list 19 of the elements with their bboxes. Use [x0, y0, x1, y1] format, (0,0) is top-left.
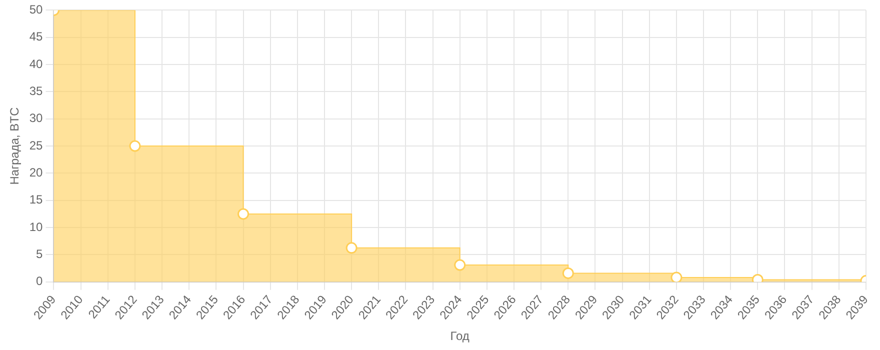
y-tick-label: 25	[29, 138, 44, 152]
point	[454, 259, 466, 271]
y-tick-label: 35	[29, 84, 44, 98]
point	[346, 242, 358, 254]
y-axis-title: Награда, BTC	[8, 107, 22, 185]
y-tick-label: 20	[29, 166, 44, 180]
point	[562, 267, 574, 279]
y-tick-label: 50	[29, 2, 44, 17]
y-tick-label: 45	[29, 30, 44, 44]
y-tick-label: 10	[29, 220, 44, 234]
y-tick-label: 40	[29, 56, 44, 71]
point	[129, 140, 141, 152]
y-tick-label: 5	[36, 247, 44, 262]
point	[238, 208, 250, 220]
y-tick-label: 30	[29, 111, 44, 126]
y-tick-label: 15	[29, 192, 44, 207]
x-axis-title: Год	[450, 329, 470, 344]
point	[670, 272, 682, 282]
y-tick-label: 0	[36, 274, 44, 288]
